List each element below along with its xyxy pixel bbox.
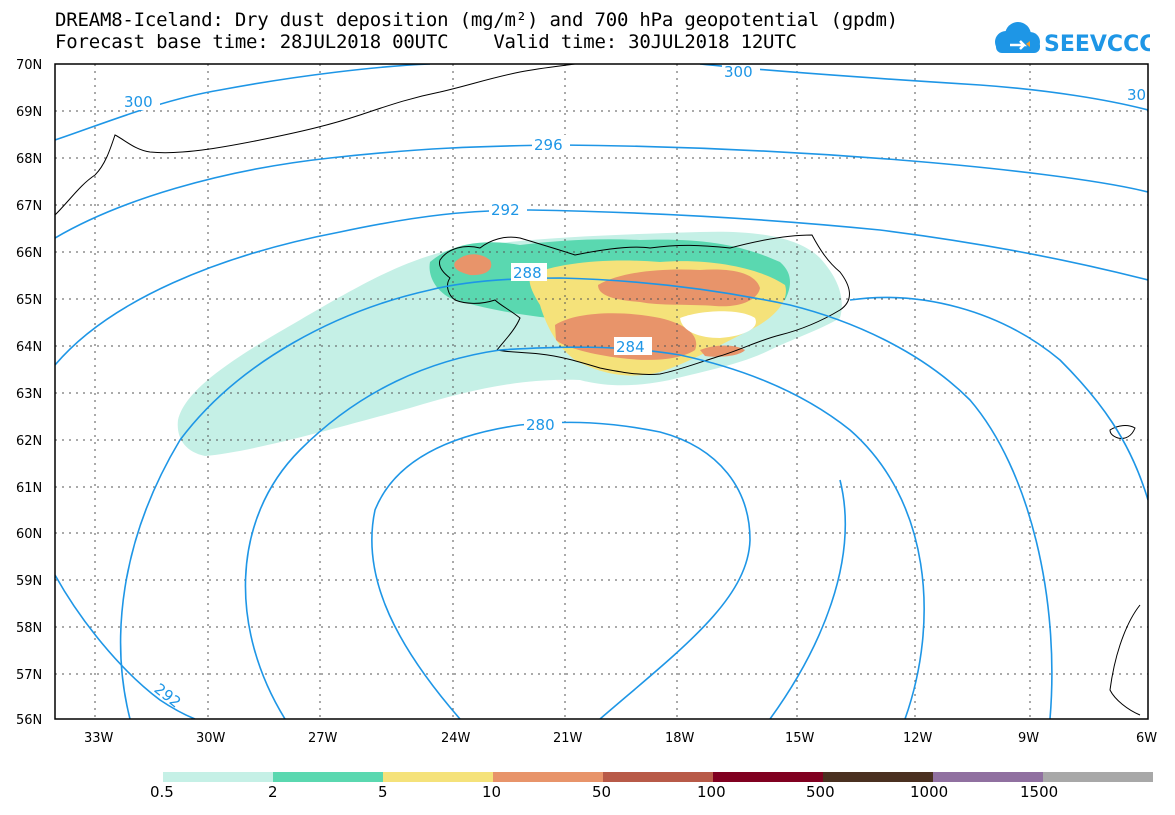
contour-label-300-east: 300 [724,63,753,81]
lon-label: 33W [84,731,114,746]
cloud-icon [995,22,1040,53]
lon-label: 15W [785,731,815,746]
lat-label: 56N [16,713,42,728]
legend-swatch [273,772,383,782]
lat-label: 62N [16,434,42,449]
contour-300 [55,64,1148,141]
dust-free-zone [680,311,756,338]
contour-label-284: 284 [616,338,645,356]
lat-label: 59N [16,574,42,589]
map-subtitle: Forecast base time: 28JUL2018 00UTC Vali… [55,31,797,53]
legend-label: 1000 [910,783,949,801]
legend-swatch [933,772,1043,782]
lon-label: 18W [665,731,695,746]
legend-label: 500 [806,783,835,801]
legend-label: 100 [697,783,726,801]
lat-label: 60N [16,527,42,542]
dust-deposition-layer [177,231,842,456]
lat-label: 69N [16,105,42,120]
legend-swatch [493,772,603,782]
iceland-coast [439,234,850,375]
lat-label: 70N [16,58,42,73]
contour-292-east [849,296,1148,501]
contour-label-292-sw: 292 [151,680,185,712]
lon-label: 6W [1136,731,1157,746]
lat-label: 57N [16,668,42,683]
graticule [55,64,1148,719]
legend-swatch [1043,772,1153,782]
lon-label: 27W [308,731,338,746]
contour-label-300-west: 300 [124,93,153,111]
dust-region-10-west [454,254,492,276]
contour-280 [371,421,751,719]
lon-label: 9W [1018,731,1039,746]
longitude-labels: 33W 30W 27W 24W 21W 18W 15W 12W 9W 6W [84,731,1157,746]
color-legend-bar [163,772,1153,782]
latitude-labels: 70N 69N 68N 67N 66N 65N 64N 63N 62N 61N … [16,58,42,728]
contour-292-sw [55,574,196,719]
lat-label: 67N [16,199,42,214]
lon-label: 24W [441,731,471,746]
legend-label: 5 [378,783,388,801]
contour-label-288: 288 [513,264,542,282]
greenland-coast [55,64,576,216]
legend-label: 0.5 [150,783,174,801]
lon-label: 30W [196,731,226,746]
seevccc-logo: SEEVCCC [995,22,1150,57]
legend-swatch [383,772,493,782]
legend-swatch [823,772,933,782]
lat-label: 58N [16,621,42,636]
legend-swatch [163,772,273,782]
lat-label: 64N [16,340,42,355]
legend-label: 10 [482,783,502,801]
lat-label: 66N [16,246,42,261]
contour-label-296: 296 [534,136,563,154]
map-canvas: 300 300 30 296 292 288 284 280 292 70N 6… [16,58,1157,746]
lat-label: 61N [16,481,42,496]
legend-label: 1500 [1020,783,1059,801]
legend-label: 50 [592,783,612,801]
lat-label: 68N [16,152,42,167]
logo-text: SEEVCCC [1044,32,1150,57]
geopotential-contours [55,64,1148,719]
lat-label: 65N [16,293,42,308]
legend-label: 2 [268,783,278,801]
contour-label-280: 280 [526,416,555,434]
lat-label: 63N [16,387,42,402]
contour-label-300-edge: 30 [1127,86,1146,104]
contour-284 [244,346,925,719]
contour-296 [55,144,1148,239]
contour-label-292: 292 [491,201,520,219]
contour-292 [55,209,1148,366]
coastlines [55,64,1141,716]
dust-region-10-south [555,313,697,360]
contour-288 [119,277,1053,719]
map-title: DREAM8-Iceland: Dry dust deposition (mg/… [55,9,898,31]
scotland-coast [1109,604,1141,716]
faroe-coast [1109,425,1136,439]
dust-region-10-coast [700,345,745,357]
lon-label: 21W [553,731,583,746]
legend-swatch [603,772,713,782]
map-frame [54,63,1149,720]
contour-280-outer [769,479,847,719]
dust-region-10-north [598,269,760,307]
lon-label: 12W [903,731,933,746]
legend-swatch [713,772,823,782]
